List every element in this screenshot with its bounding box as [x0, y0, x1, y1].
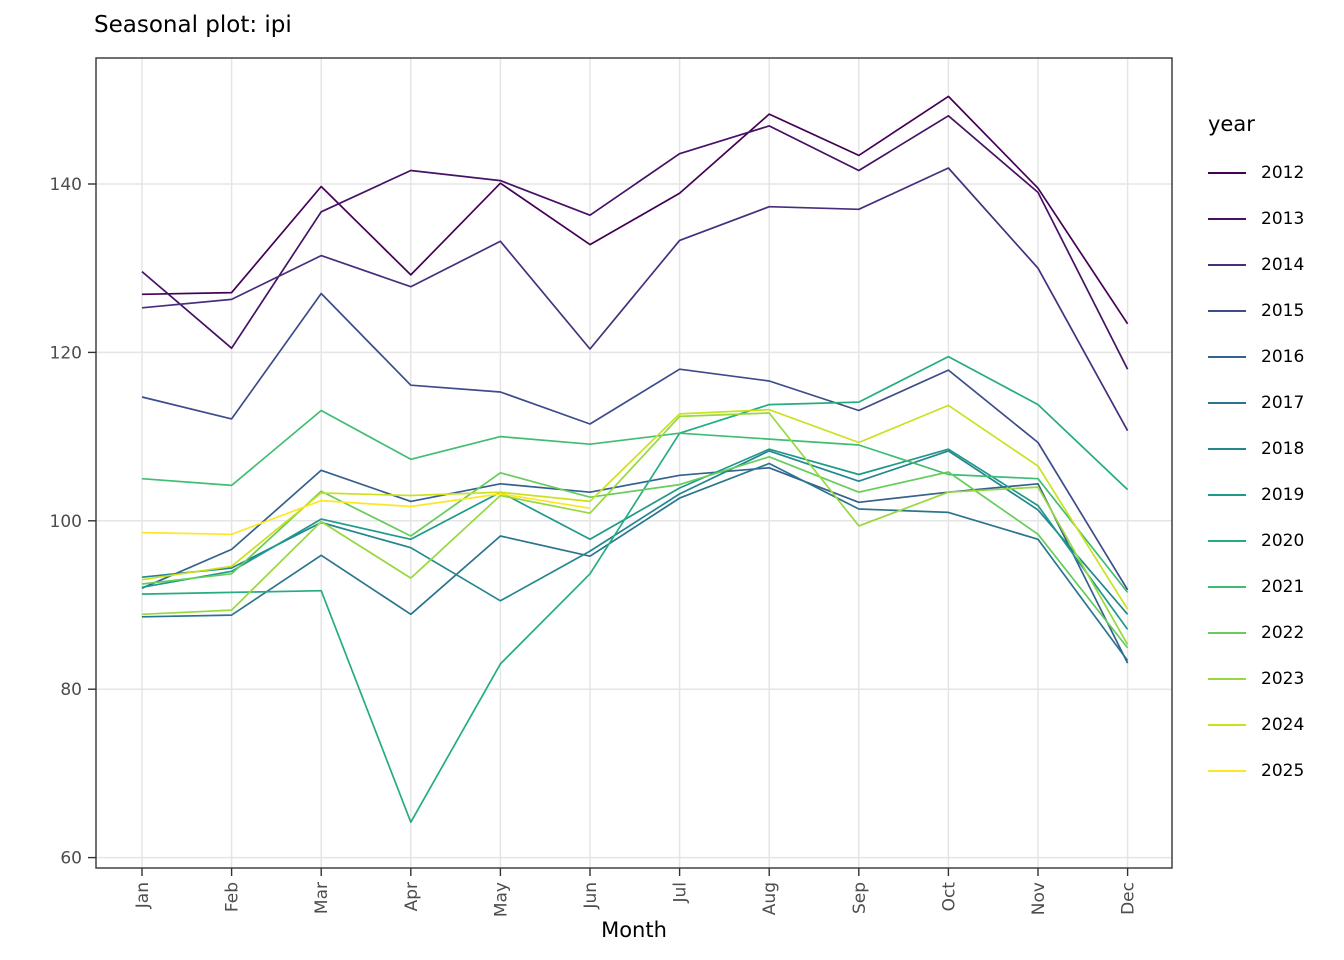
legend-item-2021: 2021 — [1208, 564, 1304, 610]
legend-item-2019: 2019 — [1208, 472, 1304, 518]
legend-line-swatch — [1208, 356, 1246, 358]
x-tick-label: Nov — [1029, 882, 1049, 915]
legend-item-2017: 2017 — [1208, 380, 1304, 426]
x-tick-label: Dec — [1119, 882, 1139, 915]
legend-item-2022: 2022 — [1208, 610, 1304, 656]
legend-item-2014: 2014 — [1208, 242, 1304, 288]
legend-line-swatch — [1208, 678, 1246, 680]
legend-label: 2023 — [1261, 669, 1305, 689]
legend-item-2013: 2013 — [1208, 196, 1304, 242]
legend-label: 2025 — [1261, 761, 1305, 781]
legend-label: 2014 — [1261, 255, 1305, 275]
x-tick-label: Aug — [760, 882, 780, 915]
legend-item-2015: 2015 — [1208, 288, 1304, 334]
legend-label: 2012 — [1261, 163, 1305, 183]
legend-line-swatch — [1208, 770, 1246, 772]
legend-item-2023: 2023 — [1208, 656, 1304, 702]
series-line-2017 — [141, 462, 1129, 662]
legend-line-swatch — [1208, 264, 1246, 266]
legend-label: 2020 — [1261, 531, 1305, 551]
legend-line-swatch — [1208, 218, 1246, 220]
legend-label: 2018 — [1261, 439, 1305, 459]
series-line-2023 — [141, 412, 1129, 646]
legend-line-swatch — [1208, 540, 1246, 542]
legend-line-swatch — [1208, 172, 1246, 174]
legend-item-2024: 2024 — [1208, 702, 1304, 748]
series-line-2019 — [141, 448, 1129, 630]
legend: year 2012 2013 2014 2015 2016 2017 2018 2019 202… — [1208, 112, 1304, 794]
legend-line-swatch — [1208, 632, 1246, 634]
x-tick-label: Feb — [223, 882, 243, 912]
series-line-2024 — [141, 404, 1129, 610]
legend-line-swatch — [1208, 402, 1246, 404]
legend-label: 2017 — [1261, 393, 1305, 413]
x-tick-label: May — [491, 882, 511, 917]
legend-line-swatch — [1208, 448, 1246, 450]
series-line-2020 — [141, 355, 1129, 824]
series-line-2021 — [141, 409, 1129, 593]
x-tick-label: Oct — [939, 882, 959, 912]
y-tick-label: 120 — [50, 343, 82, 363]
legend-line-swatch — [1208, 724, 1246, 726]
y-tick-label: 60 — [60, 849, 82, 869]
legend-item-2016: 2016 — [1208, 334, 1304, 380]
series-line-2025 — [141, 493, 591, 536]
x-tick-label: Jan — [133, 882, 153, 909]
legend-label: 2019 — [1261, 485, 1305, 505]
x-tick-label: Apr — [402, 882, 422, 911]
series-line-2014 — [141, 167, 1129, 432]
series-line-2012 — [141, 95, 1129, 325]
legend-label: 2024 — [1261, 715, 1305, 735]
x-tick-label: Mar — [312, 882, 332, 914]
series-line-2013 — [141, 114, 1129, 370]
y-tick-label: 140 — [50, 175, 82, 195]
legend-line-swatch — [1208, 494, 1246, 496]
y-tick-label: 100 — [50, 512, 82, 532]
y-tick-label: 80 — [60, 680, 82, 700]
x-axis-title: Month — [601, 918, 667, 942]
series-line-2015 — [141, 292, 1129, 591]
legend-label: 2021 — [1261, 577, 1305, 597]
legend-items: 2012 2013 2014 2015 2016 2017 2018 2019 2020 2021… — [1208, 150, 1304, 794]
legend-item-2012: 2012 — [1208, 150, 1304, 196]
legend-title: year — [1208, 112, 1255, 136]
x-tick-label: Sep — [850, 882, 870, 914]
page-title: Seasonal plot: ipi — [94, 12, 292, 38]
legend-label: 2022 — [1261, 623, 1305, 643]
legend-label: 2016 — [1261, 347, 1305, 367]
legend-line-swatch — [1208, 586, 1246, 588]
legend-label: 2013 — [1261, 209, 1305, 229]
series-line-2018 — [141, 450, 1129, 615]
legend-item-2018: 2018 — [1208, 426, 1304, 472]
legend-item-2025: 2025 — [1208, 748, 1304, 794]
x-tick-label: Jun — [581, 882, 601, 910]
legend-item-2020: 2020 — [1208, 518, 1304, 564]
legend-label: 2015 — [1261, 301, 1305, 321]
legend-line-swatch — [1208, 310, 1246, 312]
x-tick-label: Jul — [671, 882, 691, 904]
